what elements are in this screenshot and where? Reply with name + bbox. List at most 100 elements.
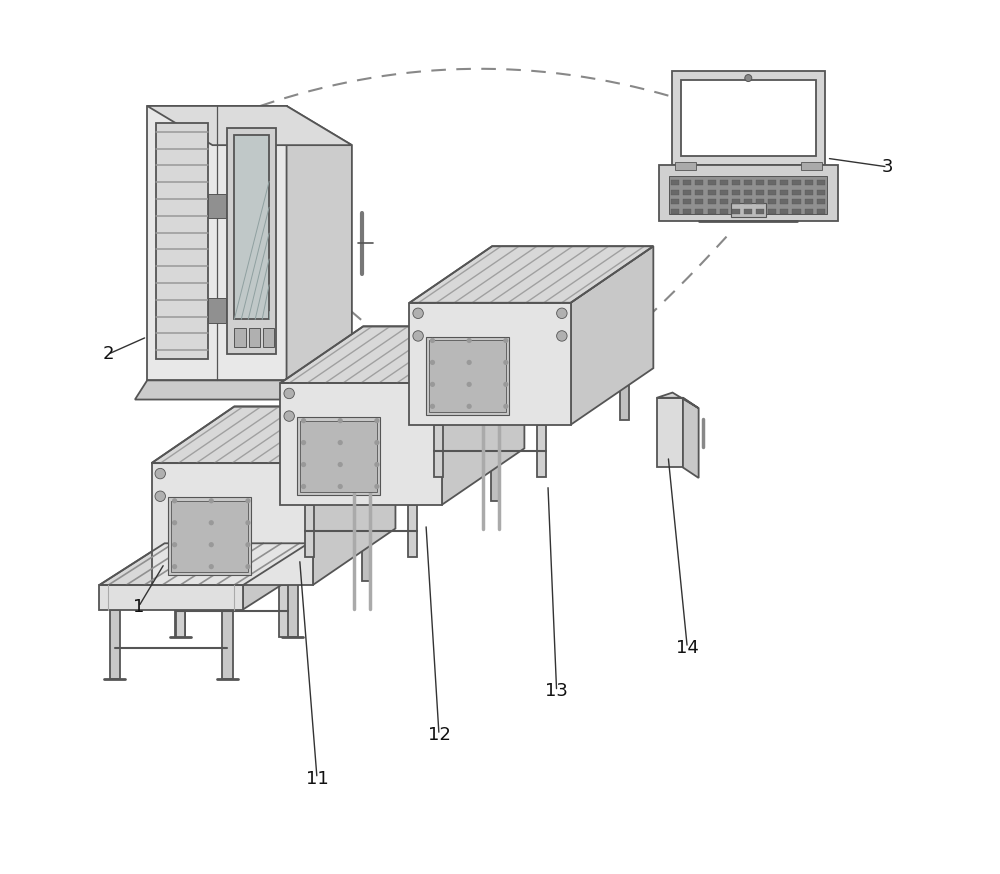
Circle shape <box>245 498 251 503</box>
Bar <box>683 190 691 195</box>
Polygon shape <box>362 529 371 580</box>
Circle shape <box>245 564 251 569</box>
Circle shape <box>209 498 214 503</box>
Circle shape <box>338 484 343 489</box>
Circle shape <box>374 484 380 489</box>
Circle shape <box>374 418 380 423</box>
Polygon shape <box>287 106 352 420</box>
Polygon shape <box>681 80 816 156</box>
Bar <box>671 209 679 214</box>
Polygon shape <box>620 368 629 420</box>
Circle shape <box>209 520 214 525</box>
Text: 13: 13 <box>545 683 568 700</box>
Circle shape <box>172 520 177 525</box>
Polygon shape <box>675 162 696 170</box>
Text: 14: 14 <box>676 639 699 657</box>
Bar <box>708 199 716 205</box>
Polygon shape <box>305 505 314 558</box>
Polygon shape <box>152 463 313 585</box>
Circle shape <box>467 338 472 343</box>
Polygon shape <box>147 106 287 380</box>
Polygon shape <box>408 505 417 558</box>
Circle shape <box>338 418 343 423</box>
Bar <box>695 199 703 205</box>
Polygon shape <box>571 246 653 425</box>
Bar <box>780 180 788 185</box>
Polygon shape <box>409 246 653 302</box>
Polygon shape <box>259 529 268 580</box>
Polygon shape <box>99 585 243 609</box>
Polygon shape <box>287 568 298 637</box>
Polygon shape <box>110 609 120 679</box>
Bar <box>817 209 825 214</box>
Bar <box>683 199 691 205</box>
Polygon shape <box>243 544 308 609</box>
Bar <box>732 199 740 205</box>
Circle shape <box>301 418 306 423</box>
Circle shape <box>430 360 435 365</box>
Bar <box>683 180 691 185</box>
Bar <box>683 209 691 214</box>
Circle shape <box>503 338 508 343</box>
Circle shape <box>430 382 435 387</box>
Polygon shape <box>801 162 822 170</box>
Circle shape <box>245 520 251 525</box>
Circle shape <box>338 462 343 467</box>
Circle shape <box>374 440 380 445</box>
Circle shape <box>209 542 214 547</box>
Polygon shape <box>409 302 571 425</box>
Circle shape <box>284 388 294 399</box>
Polygon shape <box>147 106 352 145</box>
Polygon shape <box>659 165 838 221</box>
Bar <box>805 190 813 195</box>
Circle shape <box>155 468 165 479</box>
Bar <box>708 190 716 195</box>
Polygon shape <box>279 585 288 637</box>
Bar <box>805 209 813 214</box>
Bar <box>792 180 801 185</box>
Bar <box>780 209 788 214</box>
Bar <box>744 199 752 205</box>
Polygon shape <box>672 71 825 165</box>
Circle shape <box>430 338 435 343</box>
Circle shape <box>413 330 423 341</box>
Circle shape <box>428 411 438 421</box>
Polygon shape <box>434 425 443 477</box>
Bar <box>671 180 679 185</box>
Text: 3: 3 <box>882 158 893 176</box>
Bar <box>805 199 813 205</box>
Text: 12: 12 <box>428 726 450 744</box>
Polygon shape <box>176 585 185 637</box>
Bar <box>756 190 764 195</box>
Circle shape <box>503 360 508 365</box>
Polygon shape <box>249 328 260 347</box>
Polygon shape <box>429 341 506 412</box>
Bar <box>671 190 679 195</box>
Bar <box>744 180 752 185</box>
Polygon shape <box>152 406 395 463</box>
Polygon shape <box>99 544 308 585</box>
Polygon shape <box>234 135 269 319</box>
Polygon shape <box>657 392 699 408</box>
Bar <box>731 203 766 217</box>
Bar <box>695 190 703 195</box>
Bar <box>695 209 703 214</box>
Polygon shape <box>208 299 226 323</box>
Circle shape <box>172 542 177 547</box>
Polygon shape <box>168 497 251 575</box>
Circle shape <box>467 404 472 409</box>
Polygon shape <box>491 448 500 501</box>
Polygon shape <box>280 383 442 505</box>
Circle shape <box>374 462 380 467</box>
Bar <box>792 199 801 205</box>
Circle shape <box>428 388 438 399</box>
Bar <box>720 190 728 195</box>
Polygon shape <box>297 417 380 496</box>
Bar <box>792 190 801 195</box>
Bar <box>817 190 825 195</box>
Polygon shape <box>537 425 546 477</box>
Circle shape <box>172 498 177 503</box>
Bar <box>768 199 776 205</box>
Bar <box>780 190 788 195</box>
Bar <box>720 209 728 214</box>
